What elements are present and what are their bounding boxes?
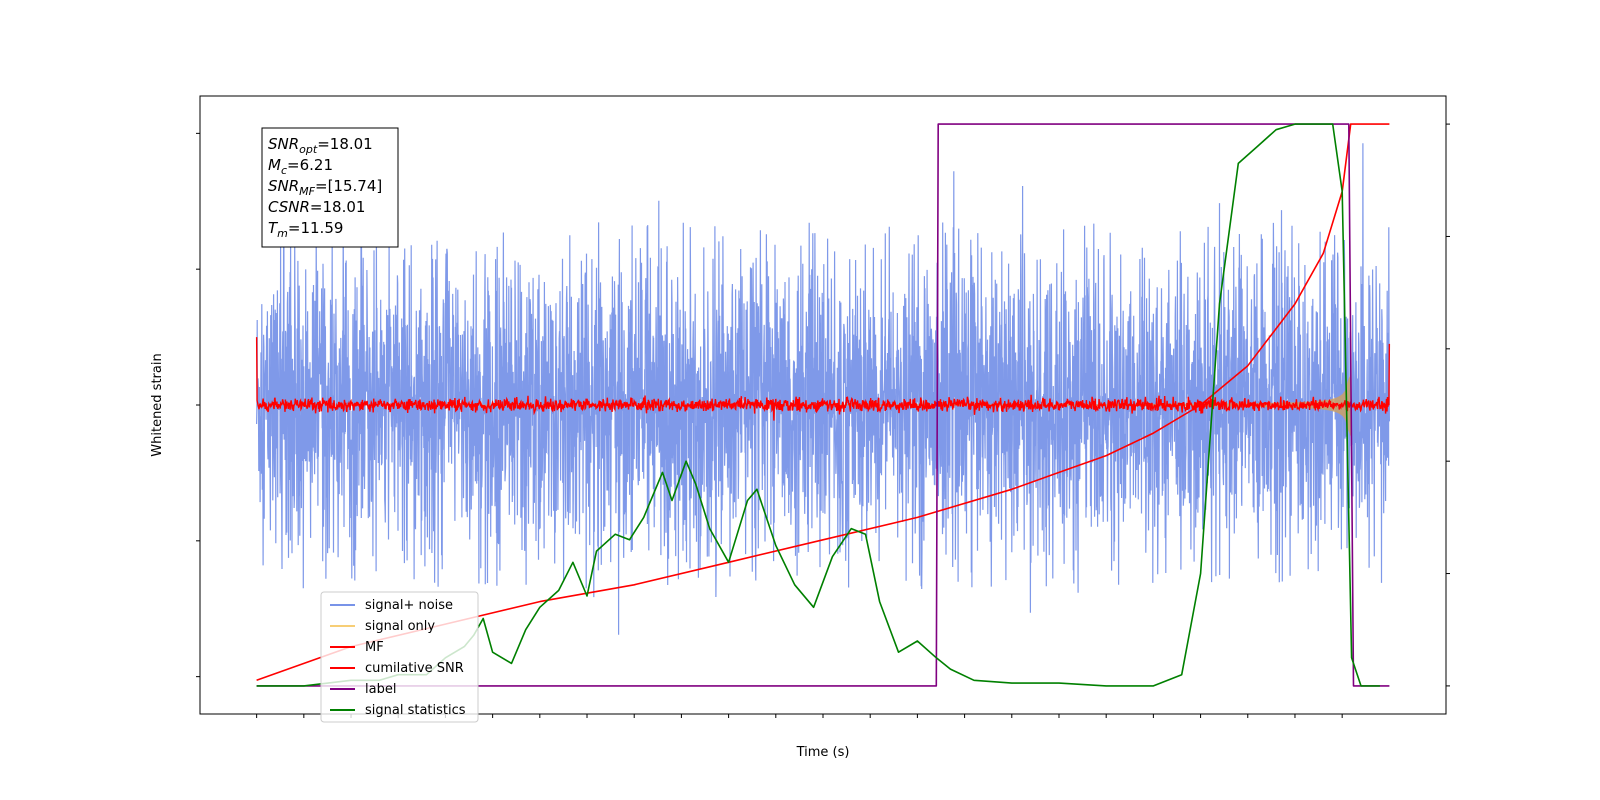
legend-label: cumilative SNR xyxy=(365,661,464,676)
annotation-subscript: MF xyxy=(299,185,315,198)
legend-label: label xyxy=(365,682,396,697)
annotation-symbol: T xyxy=(268,219,279,237)
x-axis-label: Time (s) xyxy=(796,745,850,760)
annotation-symbol: SNR xyxy=(268,177,299,195)
annotation-line: CSNR=18.01 xyxy=(268,198,365,216)
annotation-value: =11.59 xyxy=(288,219,344,237)
legend-frame xyxy=(320,591,479,723)
annotation-line: Mc=6.21 xyxy=(268,156,333,177)
annotation-symbol: CSNR xyxy=(268,198,310,216)
annotation-value: =18.01 xyxy=(317,135,373,153)
signal-statistics-line xyxy=(256,123,1380,687)
stats-annotation-box: SNRopt=18.01Mc=6.21SNRMF=[15.74]CSNR=18.… xyxy=(261,127,399,248)
y-axis-right-ticks xyxy=(1446,123,1450,687)
annotation-value: =6.21 xyxy=(287,156,333,174)
signal-noise-line xyxy=(256,143,1390,635)
legend-label: signal statistics xyxy=(365,703,466,718)
annotation-subscript: c xyxy=(281,164,287,177)
legend: signal+ noise signal only MF cumilative SNR… xyxy=(320,591,479,723)
legend-label: signal only xyxy=(365,619,435,634)
cumilative-snr-line xyxy=(256,123,1390,682)
y-axis-label: Whitened strain xyxy=(150,353,165,456)
annotation-symbol: M xyxy=(268,156,281,174)
annotation-subscript: opt xyxy=(299,143,318,156)
annotation-line: SNRMF=[15.74] xyxy=(268,177,382,198)
annotation-value: =18.01 xyxy=(310,198,366,216)
annotation-line: SNRopt=18.01 xyxy=(268,135,373,156)
legend-label: signal+ noise xyxy=(365,598,453,613)
annotation-value: =[15.74] xyxy=(315,177,382,195)
annotation-subscript: m xyxy=(277,227,288,240)
mf-line xyxy=(255,337,1391,421)
annotation-frame xyxy=(261,127,399,248)
legend-label: MF xyxy=(365,640,384,655)
y-axis-left-ticks xyxy=(196,132,200,678)
annotation-line: Tm=11.59 xyxy=(268,219,343,240)
annotation-symbol: SNR xyxy=(268,135,299,153)
plot-data-layer xyxy=(255,123,1391,687)
label-line xyxy=(256,123,1390,687)
